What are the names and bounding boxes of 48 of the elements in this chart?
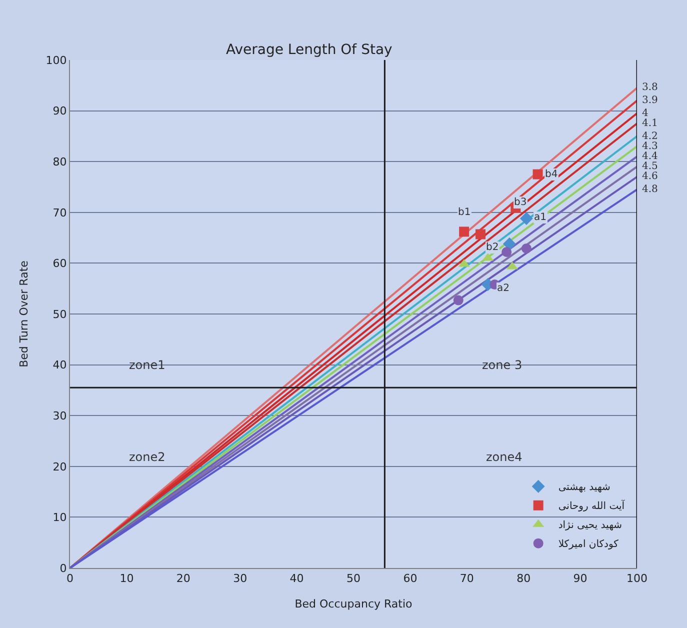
y-tick-label: 90 bbox=[52, 104, 67, 118]
series-label: 4.5 bbox=[642, 161, 658, 172]
annotation: b3 bbox=[514, 197, 527, 208]
series-label: 3.8 bbox=[642, 82, 658, 93]
series-label: 4.8 bbox=[642, 184, 658, 195]
series-label: 4.1 bbox=[642, 118, 658, 129]
y-tick-label: 20 bbox=[52, 460, 67, 474]
x-tick-label: 60 bbox=[403, 572, 418, 586]
series-label: 4.3 bbox=[642, 141, 658, 152]
y-tick-label: 70 bbox=[52, 206, 67, 220]
y-tick-label: 100 bbox=[46, 54, 67, 67]
series-label: 4.6 bbox=[642, 171, 658, 182]
annotation: zone1 bbox=[129, 358, 166, 372]
x-tick-label: 30 bbox=[233, 572, 248, 586]
series-label: 4 bbox=[642, 108, 648, 119]
annotation: a1 bbox=[534, 212, 546, 223]
legend-label: کودکان امیرکلا bbox=[558, 539, 619, 550]
legend-label: شهید یحیی نژاد bbox=[558, 520, 622, 532]
x-tick-label: 100 bbox=[626, 572, 648, 586]
x-tick-label: 80 bbox=[516, 572, 531, 586]
y-tick-label: 80 bbox=[52, 155, 67, 168]
legend-label: شهید بهشتی bbox=[558, 482, 610, 494]
annotation: zone2 bbox=[129, 450, 166, 464]
annotation: zone 3 bbox=[482, 358, 522, 372]
x-tick-label: 50 bbox=[346, 572, 360, 586]
series-label: 4.2 bbox=[642, 131, 658, 142]
annotation: b2 bbox=[486, 242, 499, 253]
annotation: a2 bbox=[497, 283, 510, 294]
x-tick-label: 10 bbox=[120, 572, 134, 586]
annotation: b4 bbox=[545, 169, 558, 180]
y-tick-label: 60 bbox=[52, 257, 67, 270]
y-tick-label: 30 bbox=[52, 409, 67, 422]
annotation: zone4 bbox=[486, 450, 522, 464]
y-tick-label: 10 bbox=[52, 511, 67, 524]
x-tick-label: 20 bbox=[176, 572, 190, 586]
y-tick-label: 50 bbox=[52, 308, 67, 321]
x-tick-label: 90 bbox=[573, 572, 588, 586]
x-tick-label: 40 bbox=[290, 572, 304, 586]
series-label: 3.9 bbox=[642, 95, 658, 106]
y-axis-title: Bed Turn Over Rate bbox=[17, 260, 30, 368]
y-tick-label: 40 bbox=[52, 358, 67, 372]
x-tick-label: 70 bbox=[460, 572, 474, 586]
chart-title: Average Length Of Stay bbox=[226, 42, 392, 58]
annotation: b1 bbox=[458, 207, 471, 218]
series-label: 4.4 bbox=[642, 151, 658, 162]
legend-label: آیت الله روحانی bbox=[558, 499, 626, 512]
x-axis-title: Bed Occupancy Ratio bbox=[294, 597, 413, 610]
y-tick-label: 0 bbox=[60, 562, 67, 575]
